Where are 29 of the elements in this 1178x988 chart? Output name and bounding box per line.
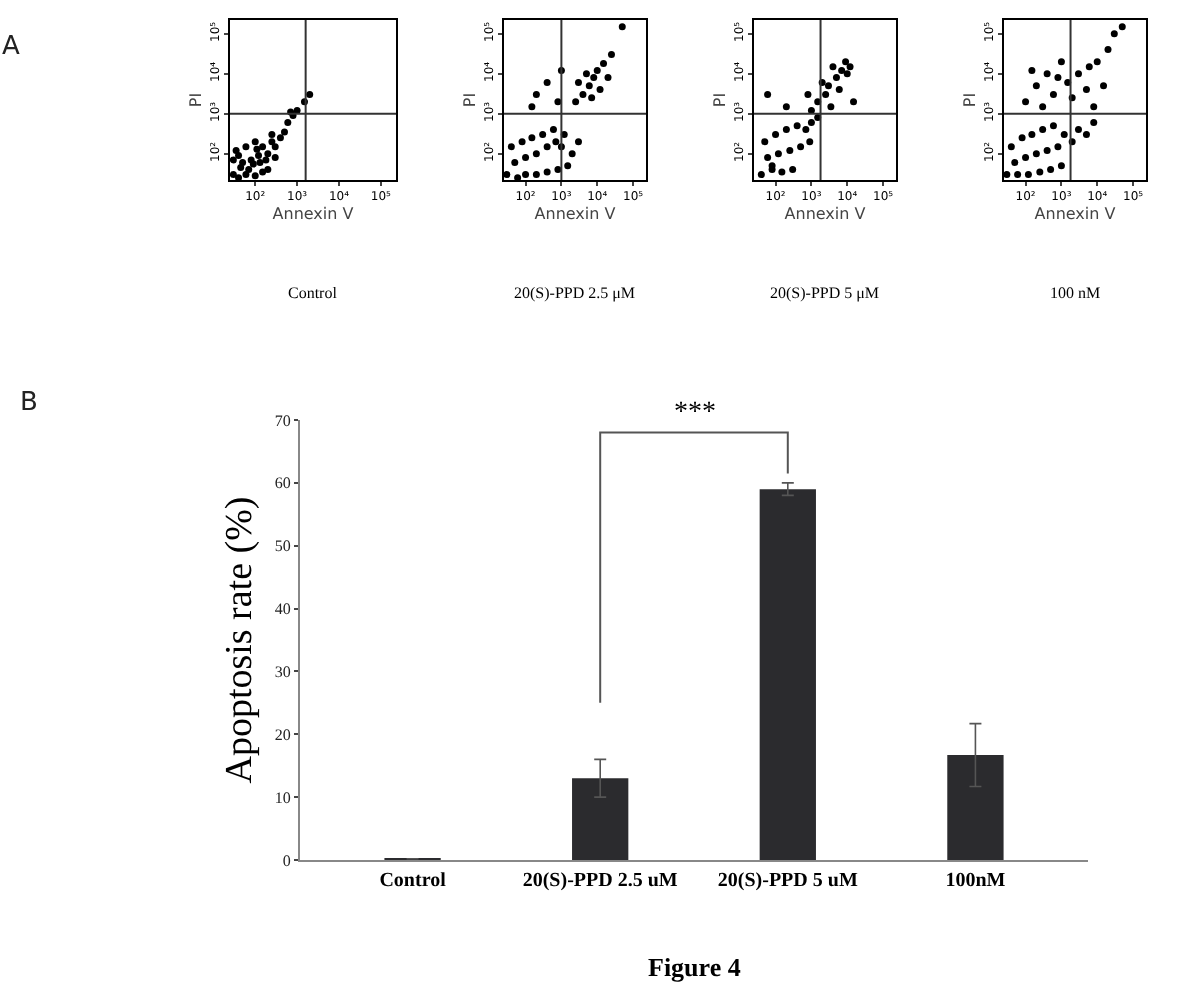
y-axis-title: PI xyxy=(460,92,479,108)
text: B xyxy=(20,388,38,418)
y-tick-label: 30 xyxy=(274,663,291,682)
y-axis-title: PI xyxy=(710,92,729,108)
y-tick-label: 60 xyxy=(274,474,291,493)
x-axis-title: Annexin V xyxy=(272,204,355,223)
y-axis-title: PI xyxy=(186,92,205,108)
x-tick-label: 20(S)-PPD 5 uM xyxy=(717,870,859,892)
y-tick-label: 40 xyxy=(274,600,291,619)
y-axis-title: Apoptosis rate (%) xyxy=(218,496,261,784)
text: 20(S)-PPD 2.5 μM xyxy=(514,284,636,302)
text: 20(S)-PPD 5 μM xyxy=(770,284,880,302)
x-tick-label: Control xyxy=(379,870,447,892)
text: Control xyxy=(288,284,339,302)
y-tick-label: 50 xyxy=(274,537,291,556)
y-tick-label: 10 xyxy=(274,788,291,807)
x-axis-title: Annexin V xyxy=(784,204,867,223)
caption: Figure 4 xyxy=(648,952,742,982)
text: 100 nM xyxy=(1050,284,1101,302)
x-axis-title: Annexin V xyxy=(534,204,617,223)
annotation: *** xyxy=(674,398,716,428)
y-axis-title: PI xyxy=(960,92,979,108)
y-tick-label: 20 xyxy=(274,725,291,744)
x-axis-title: Annexin V xyxy=(1034,204,1117,223)
y-tick-label: 70 xyxy=(274,411,291,430)
x-tick-label: 100nM xyxy=(945,870,1007,892)
x-tick-label: 20(S)-PPD 2.5 uM xyxy=(522,870,679,892)
text: A xyxy=(2,32,20,62)
y-tick-label: 0 xyxy=(282,851,291,870)
